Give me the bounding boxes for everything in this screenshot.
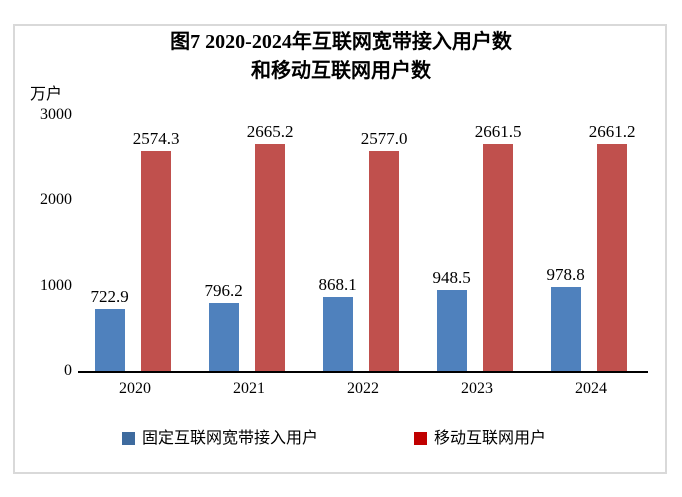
y-axis-tick-label: 1000 xyxy=(40,276,72,294)
legend-swatch-mobile-internet-icon xyxy=(414,432,427,445)
bar-column: 978.8 xyxy=(547,265,585,371)
bar-移动互联网用户-2020 xyxy=(141,151,172,371)
bar-固定互联网宽带接入用户-2021 xyxy=(208,303,239,371)
bar-value-label: 2665.2 xyxy=(246,121,294,141)
legend-swatch-fixed-broadband-icon xyxy=(122,432,135,445)
bar-value-label: 2574.3 xyxy=(132,129,180,149)
bar-value-label: 2661.2 xyxy=(588,121,636,141)
y-axis: 0 1000 2000 3000 xyxy=(20,106,72,379)
bar-移动互联网用户-2023 xyxy=(483,143,514,371)
bar-group-2022: 868.1 2577.0 xyxy=(306,115,420,371)
chart-title-line1: 图7 2020-2024年互联网宽带接入用户数 xyxy=(170,31,512,53)
bar-value-label: 796.2 xyxy=(204,281,243,301)
y-axis-tick-label: 3000 xyxy=(40,106,72,123)
chart-title: 图7 2020-2024年互联网宽带接入用户数 和移动互联网用户数 xyxy=(14,28,668,86)
bar-column: 796.2 xyxy=(205,281,243,371)
bar-column: 722.9 xyxy=(91,287,129,371)
plot-area: 722.9 2574.3 796.2 2665.2 868.1 2577.0 948.5 26… xyxy=(78,115,648,373)
bar-value-label: 722.9 xyxy=(90,287,129,307)
x-axis: 2020 2021 2022 2023 2024 xyxy=(78,379,648,399)
bar-column: 868.1 xyxy=(319,275,357,371)
bar-column: 2661.5 xyxy=(475,122,522,371)
legend-label-mobile-internet: 移动互联网用户 xyxy=(434,430,547,447)
bar-group-2024: 978.8 2661.2 xyxy=(534,115,648,371)
bar-value-label: 948.5 xyxy=(432,268,471,288)
bar-column: 948.5 xyxy=(433,268,471,371)
bar-value-label: 868.1 xyxy=(318,274,357,294)
bar-固定互联网宽带接入用户-2022 xyxy=(322,296,353,371)
y-axis-tick-label: 2000 xyxy=(40,191,72,209)
legend-label-fixed-broadband: 固定互联网宽带接入用户 xyxy=(142,430,319,447)
bar-column: 2574.3 xyxy=(133,129,180,371)
legend-item-fixed-broadband: 固定互联网宽带接入用户 xyxy=(122,430,318,447)
chart-frame-border xyxy=(13,24,667,474)
legend-item-mobile-internet: 移动互联网用户 xyxy=(414,430,546,447)
bar-value-label: 978.8 xyxy=(546,265,585,285)
x-axis-label-2020: 2020 xyxy=(119,380,151,397)
bar-group-2023: 948.5 2661.5 xyxy=(420,115,534,371)
bar-group-2021: 796.2 2665.2 xyxy=(192,115,306,371)
bar-固定互联网宽带接入用户-2023 xyxy=(436,290,467,371)
bar-移动互联网用户-2022 xyxy=(369,151,400,371)
x-axis-label-2022: 2022 xyxy=(347,380,379,397)
y-axis-tick-label: 0 xyxy=(64,362,72,379)
y-axis-unit-label: 万户 xyxy=(30,86,63,103)
chart-title-line2: 和移动互联网用户数 xyxy=(251,60,431,82)
x-axis-label-2024: 2024 xyxy=(575,380,607,397)
bar-移动互联网用户-2021 xyxy=(255,143,286,371)
bar-column: 2665.2 xyxy=(247,122,294,371)
bar-value-label: 2577.0 xyxy=(360,129,408,149)
x-axis-label-2023: 2023 xyxy=(461,380,493,397)
bar-固定互联网宽带接入用户-2024 xyxy=(550,287,581,371)
bar-移动互联网用户-2024 xyxy=(597,143,628,371)
bar-固定互联网宽带接入用户-2020 xyxy=(94,309,125,371)
bar-value-label: 2661.5 xyxy=(474,121,522,141)
x-axis-label-2021: 2021 xyxy=(233,380,265,397)
bar-column: 2661.2 xyxy=(589,122,636,371)
bar-group-2020: 722.9 2574.3 xyxy=(78,115,192,371)
bar-column: 2577.0 xyxy=(361,129,408,371)
